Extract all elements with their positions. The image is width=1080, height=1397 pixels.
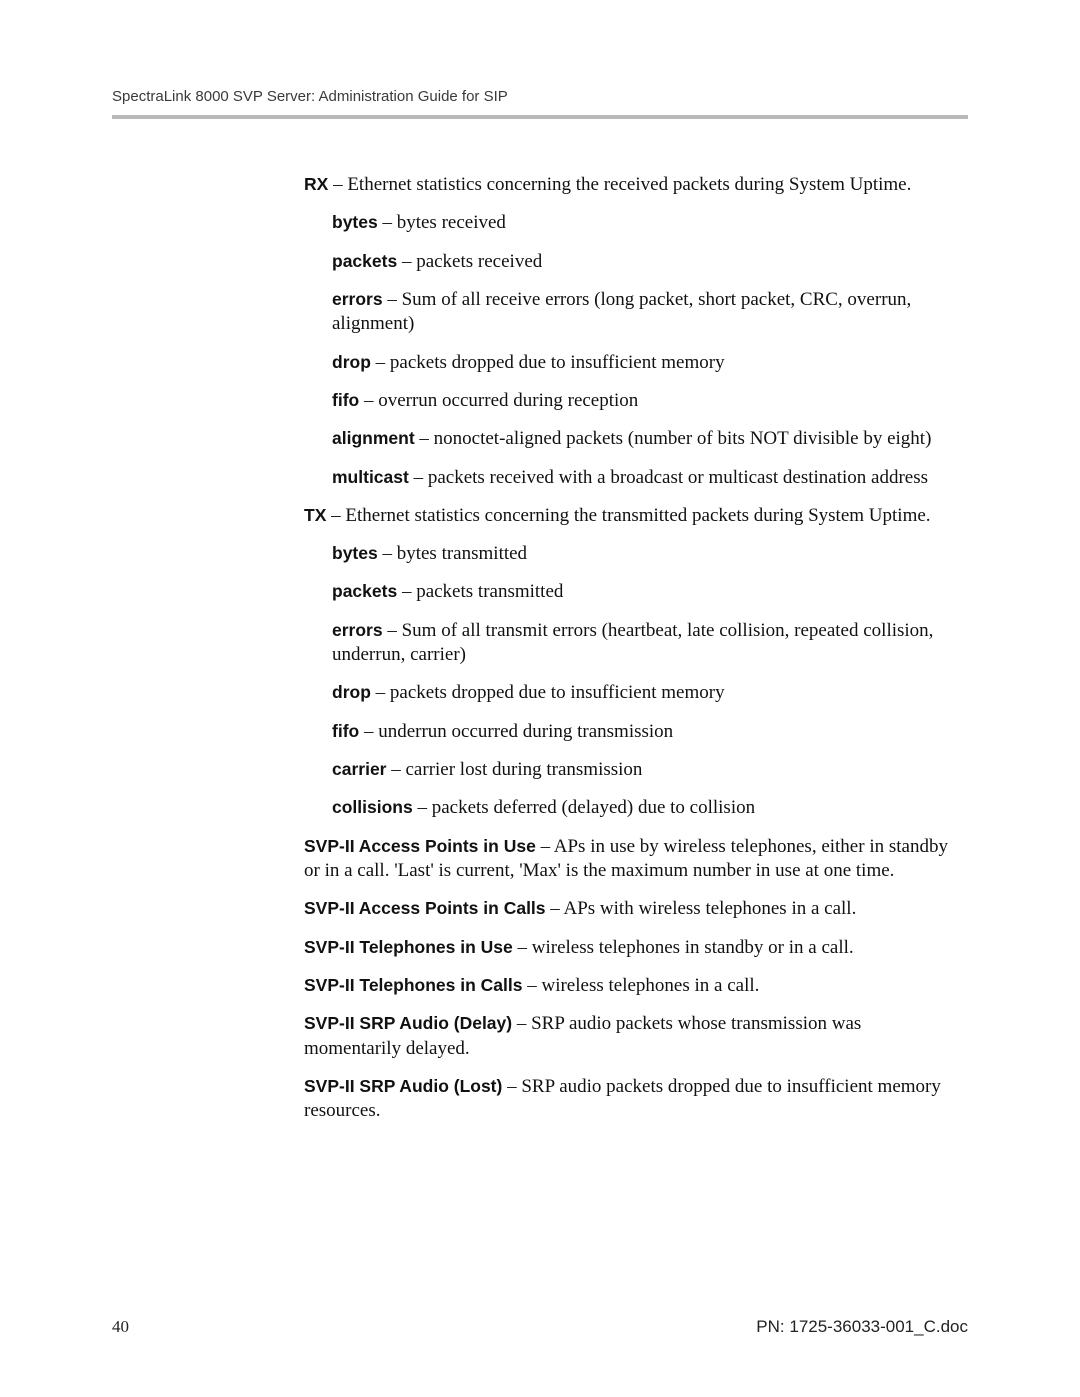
svp-desc: – wireless telephones in standby or in a… (513, 937, 854, 958)
rx-item: multicast – packets received with a broa… (332, 466, 960, 490)
svp-item: SVP-II SRP Audio (Delay) – SRP audio pac… (304, 1012, 960, 1061)
rx-item: errors – Sum of all receive errors (long… (332, 288, 960, 337)
tx-item-term: fifo (332, 721, 359, 741)
header-rule (112, 115, 968, 119)
footer: 40 PN: 1725-36033-001_C.doc (112, 1317, 968, 1337)
svp-item: SVP-II Telephones in Calls – wireless te… (304, 974, 960, 998)
tx-item: carrier – carrier lost during transmissi… (332, 758, 960, 782)
rx-item-term: packets (332, 251, 397, 271)
tx-item-desc: – packets deferred (delayed) due to coll… (413, 797, 755, 818)
rx-term: RX (304, 174, 328, 194)
content-area: RX – Ethernet statistics concerning the … (304, 173, 960, 1123)
rx-item-desc: – overrun occurred during reception (359, 390, 638, 411)
svp-desc: – wireless telephones in a call. (522, 975, 759, 996)
tx-item-desc: – packets transmitted (397, 581, 563, 602)
svp-item: SVP-II Access Points in Calls – APs with… (304, 897, 960, 921)
tx-item-term: packets (332, 581, 397, 601)
tx-item: bytes – bytes transmitted (332, 542, 960, 566)
svp-item: SVP-II SRP Audio (Lost) – SRP audio pack… (304, 1075, 960, 1124)
rx-item-term: bytes (332, 212, 378, 232)
tx-desc: – Ethernet statistics concerning the tra… (326, 505, 930, 526)
page-number: 40 (112, 1317, 129, 1337)
rx-heading: RX – Ethernet statistics concerning the … (304, 173, 960, 197)
rx-item-term: alignment (332, 428, 415, 448)
rx-item-desc: – packets received (397, 251, 542, 272)
rx-item: alignment – nonoctet-aligned packets (nu… (332, 427, 960, 451)
page: SpectraLink 8000 SVP Server: Administrat… (0, 0, 1080, 1397)
tx-item-term: bytes (332, 543, 378, 563)
tx-item: collisions – packets deferred (delayed) … (332, 796, 960, 820)
rx-item-desc: – packets dropped due to insufficient me… (371, 352, 725, 373)
doc-id: PN: 1725-36033-001_C.doc (756, 1317, 968, 1337)
rx-item-term: errors (332, 289, 383, 309)
rx-item: packets – packets received (332, 250, 960, 274)
svp-term: SVP-II SRP Audio (Lost) (304, 1076, 502, 1096)
tx-item-desc: – packets dropped due to insufficient me… (371, 682, 725, 703)
running-header: SpectraLink 8000 SVP Server: Administrat… (112, 88, 968, 105)
svp-desc: – APs with wireless telephones in a call… (546, 898, 857, 919)
rx-item-desc: – packets received with a broadcast or m… (409, 467, 928, 488)
rx-item-desc: – nonoctet-aligned packets (number of bi… (415, 428, 932, 449)
rx-desc: – Ethernet statistics concerning the rec… (328, 174, 911, 195)
tx-heading: TX – Ethernet statistics concerning the … (304, 504, 960, 528)
tx-item-desc: – underrun occurred during transmission (359, 721, 673, 742)
tx-item: drop – packets dropped due to insufficie… (332, 681, 960, 705)
tx-item-desc: – Sum of all transmit errors (heartbeat,… (332, 620, 933, 665)
tx-item-desc: – bytes transmitted (378, 543, 527, 564)
rx-item-term: multicast (332, 467, 409, 487)
rx-item: drop – packets dropped due to insufficie… (332, 351, 960, 375)
rx-item-desc: – Sum of all receive errors (long packet… (332, 289, 911, 334)
svp-item: SVP-II Access Points in Use – APs in use… (304, 835, 960, 884)
tx-item-term: errors (332, 620, 383, 640)
tx-term: TX (304, 505, 326, 525)
rx-item-desc: – bytes received (378, 212, 506, 233)
tx-item: errors – Sum of all transmit errors (hea… (332, 619, 960, 668)
rx-item: fifo – overrun occurred during reception (332, 389, 960, 413)
svp-term: SVP-II Access Points in Calls (304, 898, 546, 918)
svp-term: SVP-II Telephones in Calls (304, 975, 522, 995)
rx-item-term: fifo (332, 390, 359, 410)
rx-item: bytes – bytes received (332, 211, 960, 235)
tx-item-term: carrier (332, 759, 387, 779)
svp-item: SVP-II Telephones in Use – wireless tele… (304, 936, 960, 960)
tx-item: packets – packets transmitted (332, 580, 960, 604)
tx-item-term: drop (332, 682, 371, 702)
svp-term: SVP-II Access Points in Use (304, 836, 536, 856)
svp-term: SVP-II SRP Audio (Delay) (304, 1013, 512, 1033)
tx-item-desc: – carrier lost during transmission (387, 759, 643, 780)
rx-item-term: drop (332, 352, 371, 372)
tx-item-term: collisions (332, 797, 413, 817)
tx-item: fifo – underrun occurred during transmis… (332, 720, 960, 744)
svp-term: SVP-II Telephones in Use (304, 937, 513, 957)
